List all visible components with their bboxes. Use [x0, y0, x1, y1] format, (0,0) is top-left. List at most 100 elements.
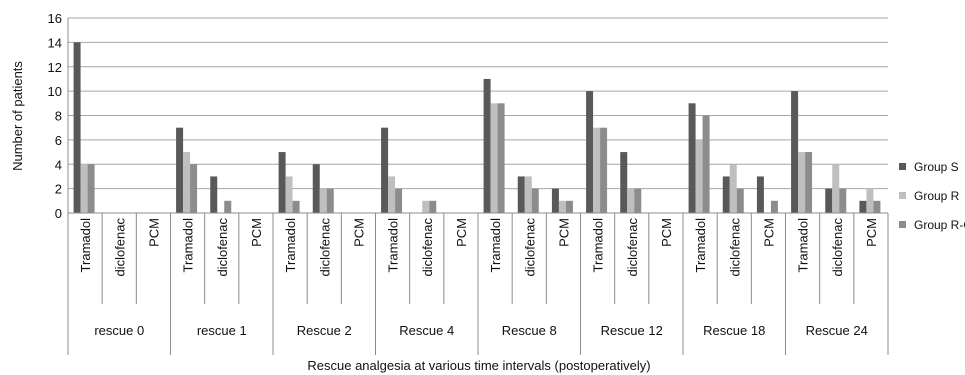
legend: Group S Group R Group R-C — [899, 160, 965, 232]
bar — [627, 188, 635, 213]
bar — [688, 103, 696, 213]
bar — [285, 176, 293, 213]
bar — [87, 164, 95, 213]
x-category-label: PCM — [761, 218, 776, 247]
bar — [388, 176, 396, 213]
bar — [292, 200, 300, 213]
x-category-label: PCM — [659, 218, 674, 247]
bar — [756, 176, 764, 213]
bar — [319, 188, 327, 213]
y-tick-label: 4 — [55, 157, 62, 172]
y-axis-title: Number of patients — [10, 61, 25, 171]
x-group-label: Rescue 12 — [601, 323, 663, 338]
bar — [565, 200, 573, 213]
bar — [736, 188, 744, 213]
x-category-label: diclofenac — [215, 218, 230, 277]
bar — [729, 164, 737, 213]
bars — [73, 42, 881, 213]
x-group-label: Rescue 18 — [703, 323, 765, 338]
bar — [224, 200, 232, 213]
y-tick-label: 6 — [55, 133, 62, 148]
x-group-label: rescue 1 — [197, 323, 247, 338]
bar — [634, 188, 642, 213]
bar — [312, 164, 320, 213]
bar — [422, 200, 430, 213]
y-tick-label: 12 — [48, 60, 62, 75]
bar — [791, 91, 799, 213]
x-category-label: Tramadol — [488, 218, 503, 273]
x-group-label: Rescue 2 — [297, 323, 352, 338]
bar — [326, 188, 334, 213]
x-category-label: PCM — [249, 218, 264, 247]
bar — [873, 200, 881, 213]
bar — [381, 127, 389, 213]
y-tick-label: 10 — [48, 84, 62, 99]
x-group-label: Rescue 24 — [806, 323, 868, 338]
bar — [176, 127, 184, 213]
y-tick-label: 14 — [48, 35, 62, 50]
bar — [497, 103, 505, 213]
x-group-label: Rescue 4 — [399, 323, 454, 338]
bar — [702, 115, 710, 213]
x-category-label: Tramadol — [693, 218, 708, 273]
x-group-label: Rescue 8 — [502, 323, 557, 338]
y-tick-labels: 0 2 4 6 8 10 12 14 16 — [48, 11, 62, 221]
x-category-label: PCM — [864, 218, 879, 247]
bar — [695, 139, 703, 213]
x-category-label: PCM — [556, 218, 571, 247]
bar — [586, 91, 594, 213]
bar — [524, 176, 532, 213]
x-category-label: Tramadol — [78, 218, 93, 273]
x-category-label: diclofenac — [420, 218, 435, 277]
legend-swatch — [899, 221, 906, 228]
bar — [517, 176, 525, 213]
x-category-labels: Tramadol diclofenac PCM Tramadol diclofenac P… — [78, 218, 879, 277]
bar — [839, 188, 847, 213]
bar — [183, 152, 191, 213]
bar — [770, 200, 778, 213]
x-axis-title: Rescue analgesia at various time interva… — [307, 358, 650, 373]
bar — [825, 188, 833, 213]
bar — [600, 127, 608, 213]
x-category-label: diclofenac — [727, 218, 742, 277]
bar — [210, 176, 218, 213]
x-category-label: PCM — [351, 218, 366, 247]
bar — [722, 176, 730, 213]
bar — [798, 152, 806, 213]
bar — [278, 152, 286, 213]
x-category-label: diclofenac — [522, 218, 537, 277]
y-tick-label: 0 — [55, 206, 62, 221]
x-category-label: diclofenac — [317, 218, 332, 277]
x-category-label: Tramadol — [181, 218, 196, 273]
axes — [67, 18, 889, 355]
y-tick-label: 16 — [48, 11, 62, 26]
x-category-label: Tramadol — [591, 218, 606, 273]
legend-swatch — [899, 192, 906, 199]
bar — [531, 188, 539, 213]
bar — [483, 78, 491, 213]
x-category-label: diclofenac — [112, 218, 127, 277]
legend-label: Group R-C — [914, 218, 965, 232]
bar — [73, 42, 81, 213]
bar — [620, 152, 628, 213]
grid-lines — [68, 17, 888, 214]
y-tick-label: 2 — [55, 182, 62, 197]
bar — [866, 188, 874, 213]
x-category-label: Tramadol — [386, 218, 401, 273]
x-category-label: PCM — [454, 218, 469, 247]
bar — [80, 164, 88, 213]
x-category-label: diclofenac — [830, 218, 845, 277]
bar — [558, 200, 566, 213]
legend-label: Group R — [914, 189, 960, 203]
x-group-labels: rescue 0 rescue 1 Rescue 2 Rescue 4 Rescue 8… — [94, 323, 868, 338]
bar — [805, 152, 813, 213]
bar — [395, 188, 403, 213]
legend-label: Group S — [914, 160, 959, 174]
x-group-label: rescue 0 — [94, 323, 144, 338]
x-category-label: PCM — [146, 218, 161, 247]
x-category-label: diclofenac — [625, 218, 640, 277]
bar — [190, 164, 198, 213]
bar — [859, 200, 867, 213]
legend-swatch — [899, 163, 906, 170]
x-category-label: Tramadol — [283, 218, 298, 273]
